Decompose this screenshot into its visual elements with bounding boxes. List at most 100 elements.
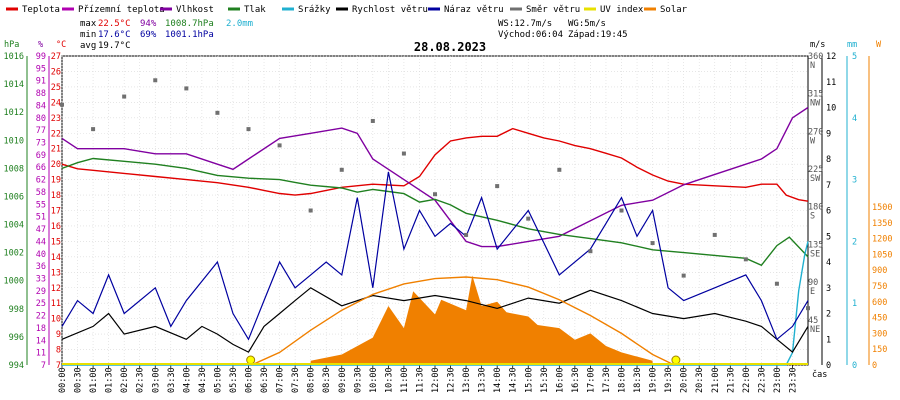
unit-hpa: hPa xyxy=(4,40,19,50)
wind-dir-tick-dir: E xyxy=(810,287,815,297)
solar-tick-label: 750 xyxy=(872,282,887,292)
series-line-Vlhkost xyxy=(61,106,809,248)
wind-dir-point xyxy=(153,78,158,83)
humidity-tick-label: 80 xyxy=(36,114,46,124)
min-press: 1001.1hPa xyxy=(165,30,214,40)
unit-ms: m/s xyxy=(810,40,825,50)
max-hum: 94% xyxy=(140,19,157,29)
solar-tick-label: 900 xyxy=(872,266,887,276)
legend-label: Přízemní teplota xyxy=(78,5,165,15)
pressure-tick-label: 1016 xyxy=(4,52,24,62)
wind-dir-tick-dir: S xyxy=(810,212,815,222)
pressure-tick-label: 1006 xyxy=(4,192,24,202)
x-tick-label: 02:00 xyxy=(120,367,130,393)
series-line-Náraz větru xyxy=(61,171,809,341)
x-tick-label: 01:00 xyxy=(89,367,99,393)
legend-label: Teplota xyxy=(22,5,60,15)
legend-label: Tlak xyxy=(244,5,266,15)
legend-label: Směr větru xyxy=(526,5,580,15)
wind-dir-point xyxy=(743,257,748,262)
legend: Teplota Přízemní teplota Vlhkost Tlak Srážky… xyxy=(6,5,688,15)
x-tick-label: 21:00 xyxy=(711,367,721,393)
rain-tick-label: 0 xyxy=(852,361,857,371)
x-tick-label: 06:00 xyxy=(245,367,255,393)
wind-speed-tick-label: 2 xyxy=(826,310,831,320)
sun-marker xyxy=(671,355,681,365)
pressure-tick-label: 1014 xyxy=(4,80,24,90)
sun-marker xyxy=(246,355,256,365)
wind-dir-point xyxy=(277,143,282,148)
solar-tick-label: 450 xyxy=(872,314,887,324)
temp-tick-label: 23 xyxy=(51,114,61,124)
x-tick-label: 19:00 xyxy=(649,367,659,393)
solar-tick-label: 300 xyxy=(872,329,887,339)
x-tick-label: 22:30 xyxy=(757,367,767,393)
wind-speed-tick-label: 7 xyxy=(826,181,831,191)
rain-tick-label: 5 xyxy=(852,52,857,62)
humidity-tick-label: 11 xyxy=(36,349,46,359)
x-tick-label: 09:30 xyxy=(353,367,363,393)
series-line-Solar xyxy=(251,276,675,366)
x-tick-label: 23:00 xyxy=(773,367,783,393)
humidity-tick-label: 69 xyxy=(36,151,46,161)
temp-tick-label: 10 xyxy=(51,315,61,325)
wind-speed-tick-label: 6 xyxy=(826,207,831,217)
wind-dir-point xyxy=(681,273,686,278)
solar-measured-area xyxy=(310,275,653,365)
legend-label: Rychlost větru xyxy=(352,5,428,15)
x-tick-label: 19:30 xyxy=(664,367,674,393)
temp-tick-label: 22 xyxy=(51,129,61,139)
ws-value: WS:12.7m/s xyxy=(498,19,552,29)
pressure-tick-label: 1008 xyxy=(4,164,24,174)
temp-tick-label: 15 xyxy=(51,237,61,247)
temp-tick-label: 24 xyxy=(51,98,61,108)
temp-tick-label: 12 xyxy=(51,284,61,294)
wind-dir-point xyxy=(91,127,96,132)
wind-speed-tick-label: 4 xyxy=(826,258,831,268)
wind-dir-point xyxy=(774,281,779,286)
temp-tick-label: 11 xyxy=(51,299,61,309)
wind-dir-tick-value: 360 xyxy=(808,52,823,62)
wind-dir-point xyxy=(588,249,593,254)
wind-dir-point xyxy=(122,94,127,99)
x-tick-label: 18:30 xyxy=(633,367,643,393)
min-label: min xyxy=(80,30,96,40)
humidity-tick-label: 33 xyxy=(36,274,46,284)
wind-speed-tick-label: 10 xyxy=(826,104,836,114)
rain-tick-label: 4 xyxy=(852,114,857,124)
avg-temp: 19.7°C xyxy=(98,41,131,51)
temp-tick-label: 16 xyxy=(51,222,61,232)
wind-dir-tick-dir: W xyxy=(810,136,816,146)
x-tick-label: 00:00 xyxy=(58,367,68,393)
x-tick-label: 15:00 xyxy=(524,367,534,393)
legend-label: Solar xyxy=(660,5,688,15)
temp-tick-label: 19 xyxy=(51,176,61,186)
x-tick-label: 12:00 xyxy=(431,367,441,393)
x-tick-label: 17:30 xyxy=(602,367,612,393)
wind-dir-point xyxy=(495,184,500,189)
pressure-tick-label: 1000 xyxy=(4,277,24,287)
wind-dir-tick-value: 225 xyxy=(808,165,823,175)
pressure-tick-label: 998 xyxy=(9,305,24,315)
plot-area: 00:00 00:30 01:00 01:30 02:00 02:30 03:00 03:30… xyxy=(4,52,893,393)
wind-dir-point xyxy=(650,241,655,246)
wind-dir-point xyxy=(806,306,810,311)
max-temp: 22.5°C xyxy=(98,19,131,29)
wind-dir-point xyxy=(60,102,64,107)
legend-label: Srážky xyxy=(298,5,331,15)
x-tick-label: 03:00 xyxy=(151,367,161,393)
pressure-tick-label: 1002 xyxy=(4,249,24,259)
temp-tick-label: 26 xyxy=(51,67,61,77)
x-tick-label: 13:30 xyxy=(478,367,488,393)
temp-tick-label: 17 xyxy=(51,207,61,217)
wind-dir-point xyxy=(215,110,220,115)
wind-dir-point xyxy=(339,167,344,172)
series-line-Tlak xyxy=(61,157,809,267)
humidity-tick-label: 84 xyxy=(36,101,46,111)
x-tick-label: 22:00 xyxy=(742,367,752,393)
rain-tick-label: 3 xyxy=(852,176,857,186)
temp-tick-label: 7 xyxy=(56,361,61,371)
humidity-tick-label: 47 xyxy=(36,225,46,235)
wind-dir-tick-dir: NE xyxy=(810,325,820,335)
